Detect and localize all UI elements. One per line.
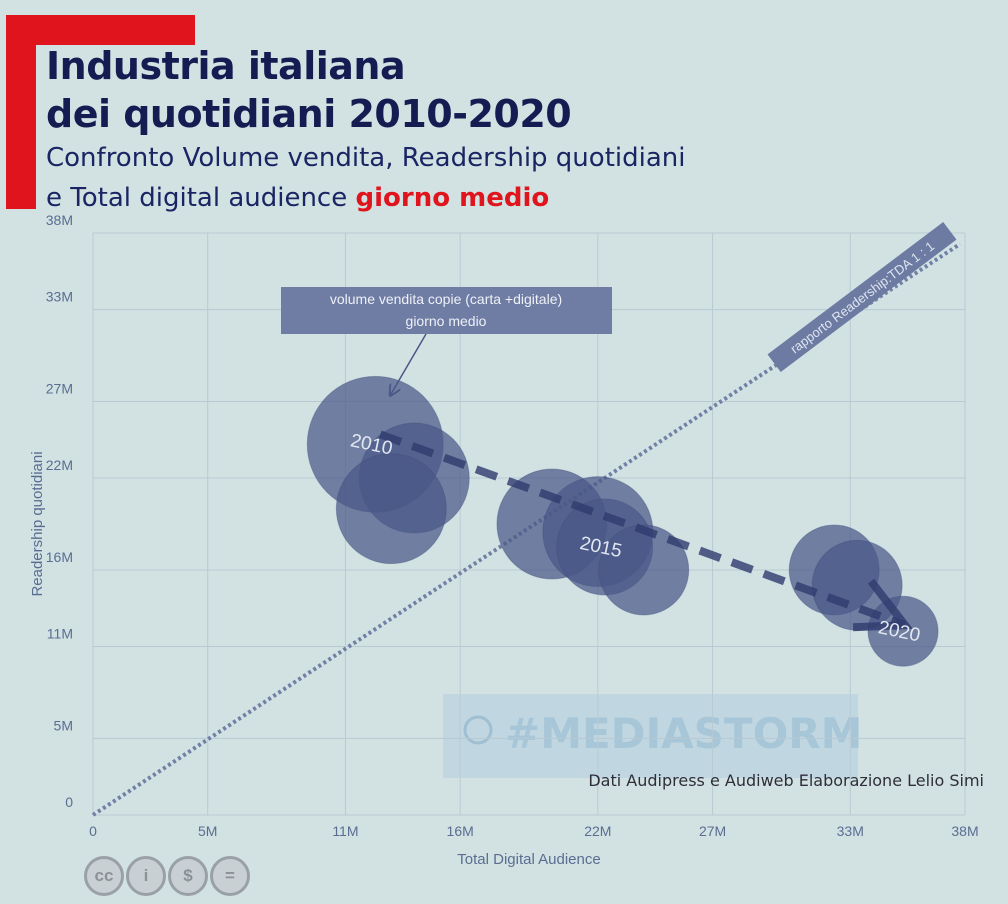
watermark-text: #MEDIASTORM (505, 709, 862, 758)
x-tick-label: 33M (837, 823, 864, 839)
chart-title: Industria italiana dei quotidiani 2010-2… (46, 42, 572, 138)
diagonal-label-box (767, 222, 957, 372)
noderivatives-icon: = (210, 856, 250, 896)
bubble-point (335, 453, 447, 565)
cc-icon: cc (84, 856, 124, 896)
bubble-point (867, 595, 939, 667)
watermark-globe-icon (463, 715, 493, 745)
x-tick-label: 11M (332, 823, 358, 839)
diagonal-label-group: rapporto Readership:TDA 1 : 1 (767, 222, 957, 372)
x-tick-label: 16M (447, 823, 474, 839)
x-axis-title: Total Digital Audience (457, 851, 600, 868)
diagonal-label: rapporto Readership:TDA 1 : 1 (787, 238, 937, 356)
subtitle-line-1: Confronto Volume vendita, Readership quo… (46, 143, 686, 173)
accent-bar-vertical (6, 15, 36, 209)
y-tick-label: 38M (46, 212, 73, 228)
attribution-icon: i (126, 856, 166, 896)
bubble-annotation-arrow (391, 333, 427, 394)
bubble-annotation: volume vendita copie (carta +digitale) gi… (281, 287, 612, 394)
y-axis-ticks: 0 5M 11M 16M 22M 27M 33M 38M (46, 212, 73, 810)
trend-arrow-head (852, 578, 913, 632)
x-tick-label: 22M (584, 823, 611, 839)
x-tick-label: 38M (951, 823, 978, 839)
bubble-annotation-line-1: volume vendita copie (carta +digitale) (330, 291, 562, 307)
subtitle-line-2: e Total digital audience (46, 183, 356, 213)
y-tick-label: 11M (47, 626, 73, 642)
x-tick-label: 27M (699, 823, 726, 839)
bubble-point (598, 524, 690, 616)
x-axis-ticks: 0 5M 11M 16M 22M 27M 33M 38M (89, 823, 979, 839)
trend-arrow-line (378, 430, 907, 629)
y-tick-label: 27M (46, 380, 73, 396)
title-line-1: Industria italiana (46, 44, 406, 88)
y-tick-label: 33M (46, 289, 73, 305)
y-axis-title: Readership quotidiani (29, 451, 46, 596)
watermark: #MEDIASTORM (443, 694, 862, 778)
source-note: Dati Audipress e Audiweb Elaborazione Le… (588, 771, 984, 790)
noncommercial-icon: $ (168, 856, 208, 896)
title-line-2: dei quotidiani 2010-2020 (46, 92, 572, 136)
chart-subtitle: Confronto Volume vendita, Readership quo… (46, 138, 685, 218)
license-badge: cc i $ = (84, 856, 250, 896)
subtitle-highlight: giorno medio (355, 183, 550, 213)
bubble-annotation-line-2: giorno medio (406, 313, 487, 329)
x-tick-label: 0 (89, 823, 97, 839)
watermark-box (443, 694, 858, 778)
bubble-annotation-box (281, 287, 612, 334)
x-tick-label: 5M (198, 823, 217, 839)
y-tick-label: 5M (54, 717, 73, 733)
y-tick-label: 0 (65, 794, 73, 810)
y-tick-label: 22M (46, 457, 73, 473)
accent-bar-horizontal (6, 15, 195, 45)
y-tick-label: 16M (46, 549, 73, 565)
